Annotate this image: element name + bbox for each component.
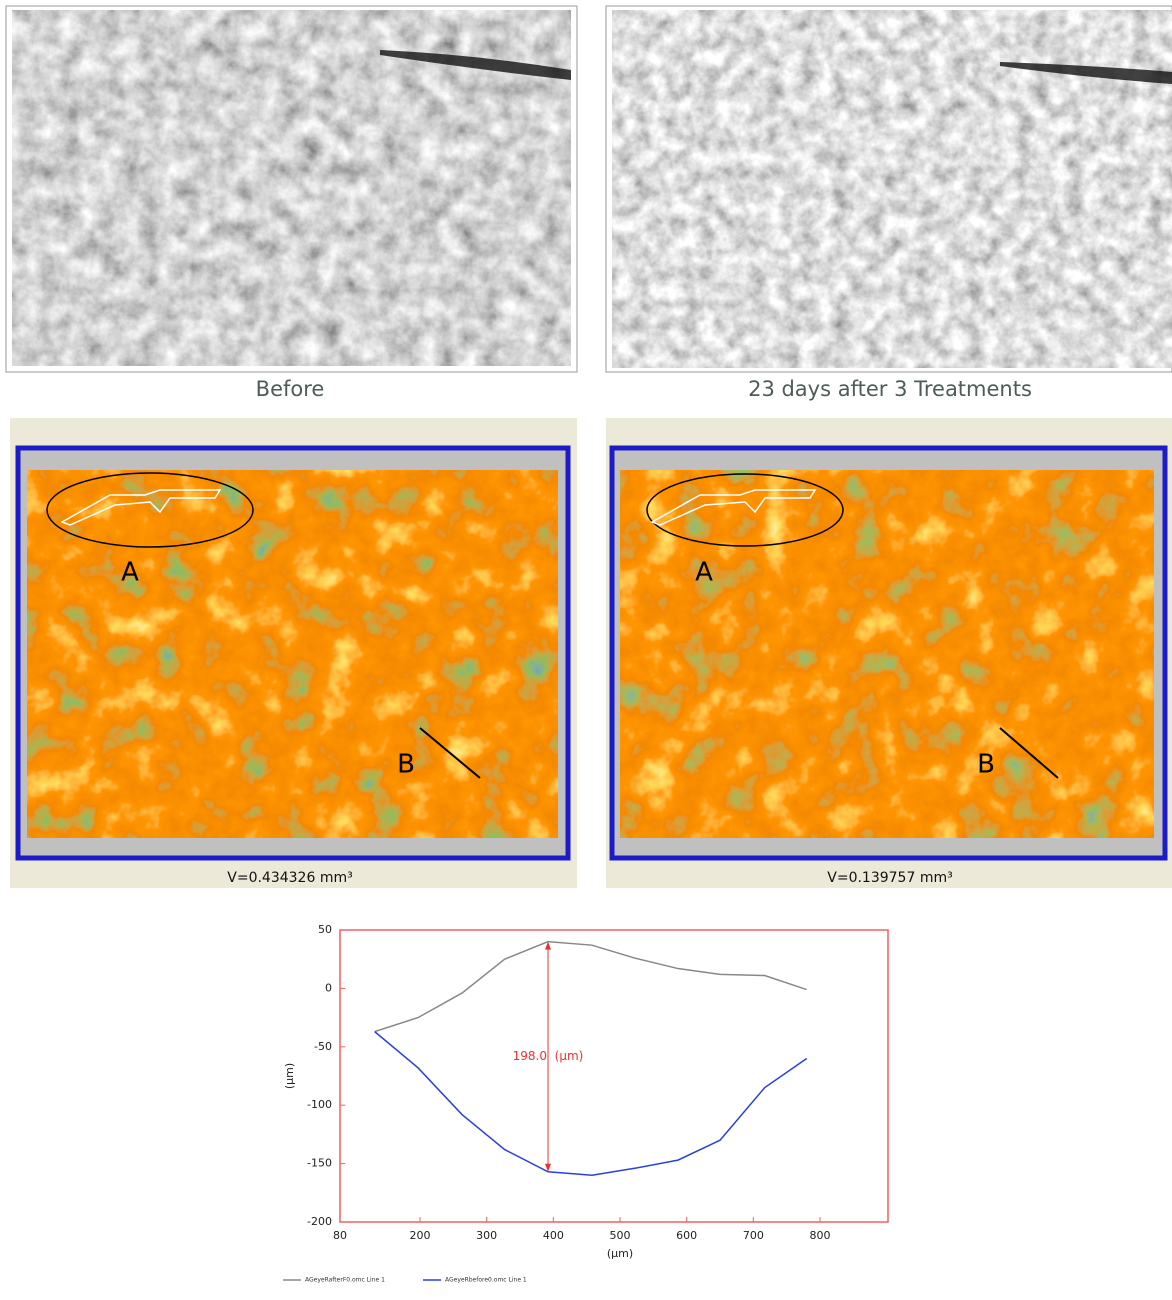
plot-frame [340,930,888,1222]
x-tick-label: 700 [743,1229,764,1242]
x-axis-label: (µm) [607,1247,633,1260]
y-tick-label: 0 [325,981,332,994]
photo-before [6,6,577,372]
caption: 23 days after 3 Treatments [748,377,1032,401]
region-label: A [695,558,713,588]
volume: V=0.139757 mm³ [827,870,952,886]
caption: Before [256,377,325,401]
x-tick-label: 400 [543,1229,564,1242]
x-tick-label: 600 [676,1229,697,1242]
y-tick-label: -150 [307,1157,332,1170]
legend-label: AGeyeRbefore0.omc Line 1 [445,1277,527,1284]
heatmap-before [10,418,577,888]
heatmap-after [606,418,1172,888]
annotation: 198.0 (µm) [513,1049,584,1063]
y-tick-label: -50 [314,1040,332,1053]
legend-label: AGeyeRafterF0.omc Line 1 [305,1277,385,1284]
x-tick-label: 200 [410,1229,431,1242]
x-tick-label: 800 [810,1229,831,1242]
region-label: B [397,750,415,780]
region-label: A [121,558,139,588]
x-tick-label: 500 [610,1229,631,1242]
region-label: B [977,750,995,780]
volume: V=0.434326 mm³ [227,870,352,886]
y-tick-label: -200 [307,1215,332,1228]
y-axis-label: (µm) [283,1063,296,1089]
photo-after [606,6,1172,372]
x-tick-label: 80 [333,1229,347,1242]
y-tick-label: -100 [307,1098,332,1111]
x-tick-label: 300 [476,1229,497,1242]
page: Before 23 days after 3 Treatments A B V=… [0,0,1172,1296]
y-tick-label: 50 [318,923,332,936]
